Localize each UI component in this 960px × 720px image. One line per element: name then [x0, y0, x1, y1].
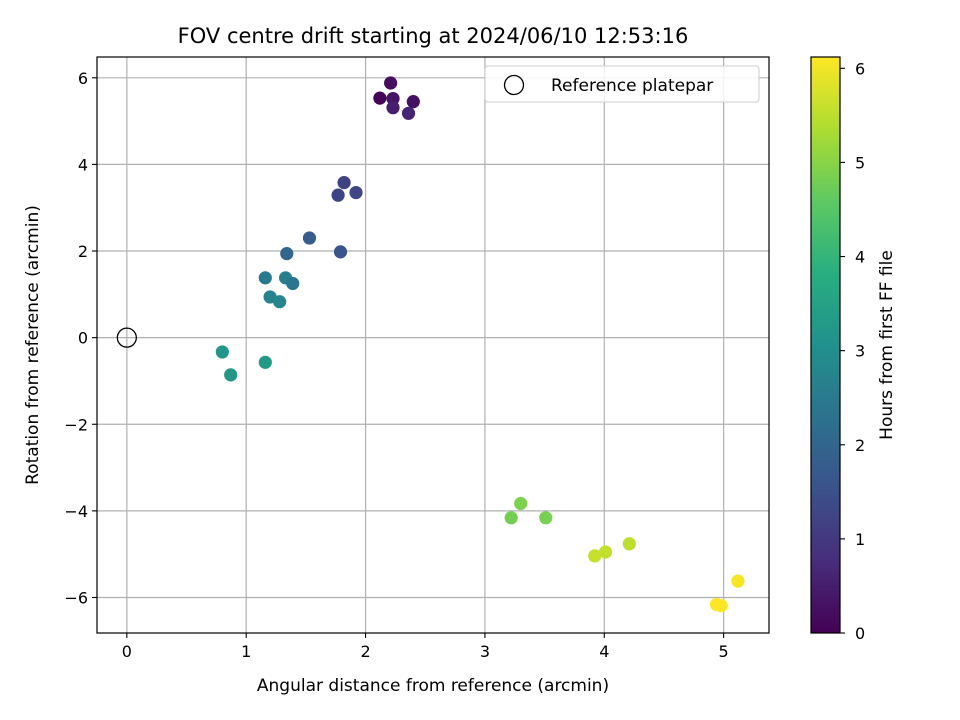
data-point	[539, 511, 553, 525]
data-point	[731, 574, 745, 588]
y-axis-label: Rotation from reference (arcmin)	[23, 205, 43, 485]
y-tick-label: 4	[78, 155, 88, 174]
x-tick-label: 3	[480, 642, 490, 661]
chart-title: FOV centre drift starting at 2024/06/10 …	[178, 24, 689, 48]
colorbar-tick-label: 1	[855, 530, 865, 549]
y-tick-label: 6	[78, 69, 88, 88]
data-point	[302, 231, 317, 245]
colorbar-tick-label: 0	[855, 624, 865, 643]
colorbar: 0 1 2 3 4 5 6 Hours from first FF file	[810, 56, 897, 643]
data-points	[215, 76, 745, 613]
x-tick-label: 5	[719, 642, 729, 661]
data-point	[406, 95, 420, 109]
data-point	[588, 549, 602, 563]
data-point	[349, 185, 363, 200]
colorbar-frame	[810, 56, 841, 634]
data-point	[714, 599, 728, 613]
data-point	[514, 496, 528, 511]
data-point	[331, 188, 345, 202]
x-axis-ticks: 0 1 2 3 4 5	[122, 633, 729, 661]
x-tick-label: 0	[122, 642, 132, 661]
legend: Reference platepar	[484, 65, 760, 103]
data-point	[273, 295, 287, 309]
reference-platepar-marker	[116, 327, 137, 348]
colorbar-tick-label: 3	[855, 342, 865, 361]
data-point	[258, 271, 272, 285]
x-tick-label: 4	[599, 642, 609, 661]
colorbar-tick-label: 5	[855, 153, 865, 172]
colorbar-label: Hours from first FF file	[877, 250, 897, 440]
colorbar-ticks: 0 1 2 3 4 5 6	[840, 59, 865, 643]
y-tick-label: 2	[78, 242, 88, 261]
data-point	[598, 545, 613, 559]
y-tick-label: 0	[78, 329, 88, 348]
data-point	[622, 537, 636, 551]
data-point	[258, 355, 272, 369]
colorbar-tick-label: 4	[855, 248, 865, 267]
y-tick-label: −2	[64, 415, 88, 434]
x-axis-label: Angular distance from reference (arcmin)	[257, 676, 609, 696]
y-axis-ticks: −6 −4 −2 0 2 4 6	[64, 69, 97, 607]
data-point	[224, 368, 238, 382]
data-point	[373, 91, 387, 105]
data-point	[384, 76, 398, 90]
data-point	[286, 276, 300, 291]
data-point	[386, 91, 400, 106]
colorbar-gradient	[811, 57, 840, 633]
plot-frame	[96, 56, 770, 634]
x-tick-label: 2	[360, 642, 370, 661]
y-tick-label: −6	[64, 588, 88, 607]
data-point	[386, 101, 400, 115]
legend-marker-icon	[503, 74, 525, 96]
colorbar-tick-label: 2	[855, 436, 865, 455]
data-point	[215, 345, 229, 359]
x-tick-label: 1	[241, 642, 251, 661]
colorbar-tick-label: 6	[855, 59, 865, 78]
data-point	[401, 106, 416, 120]
data-point	[504, 511, 518, 525]
data-point	[337, 175, 351, 190]
legend-label: Reference platepar	[551, 76, 713, 96]
y-tick-label: −4	[64, 502, 88, 521]
reference-marker-group	[116, 327, 137, 348]
grid-lines	[97, 57, 769, 633]
data-point	[280, 247, 294, 261]
legend-box	[484, 65, 760, 103]
data-point	[333, 245, 348, 259]
